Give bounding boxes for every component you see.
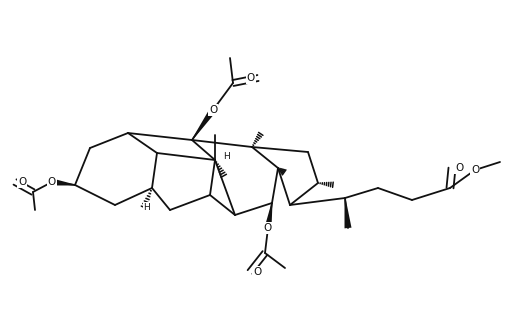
Polygon shape [344, 198, 352, 228]
Polygon shape [192, 108, 216, 140]
Polygon shape [265, 203, 272, 229]
Text: O: O [18, 177, 26, 187]
Text: H: H [223, 152, 230, 161]
Text: O: O [253, 267, 261, 277]
Text: O: O [48, 177, 56, 187]
Text: O: O [209, 105, 217, 115]
Text: O: O [471, 165, 479, 175]
Text: H: H [144, 203, 150, 212]
Text: O: O [455, 163, 463, 173]
Polygon shape [52, 178, 75, 185]
Text: O: O [247, 73, 255, 83]
Text: O: O [264, 223, 272, 233]
